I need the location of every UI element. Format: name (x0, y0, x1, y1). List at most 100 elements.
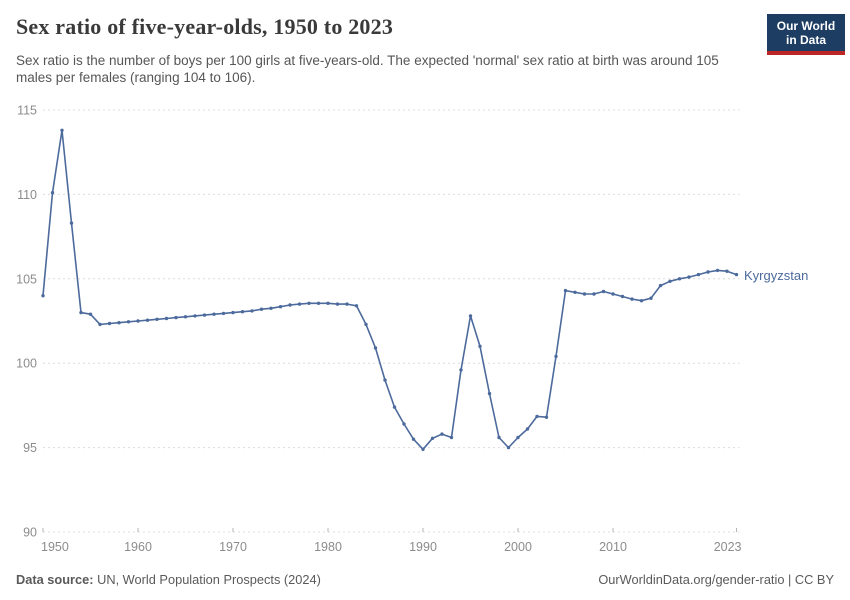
data-point[interactable] (430, 436, 435, 440)
data-point[interactable] (107, 321, 112, 326)
data-point[interactable] (440, 432, 444, 436)
data-point[interactable] (601, 289, 606, 294)
y-tick-label: 95 (23, 441, 37, 455)
data-point[interactable] (459, 368, 463, 372)
owid-logo-line2: in Data (785, 33, 826, 47)
owid-logo[interactable]: Our World in Data (767, 14, 845, 55)
data-point[interactable] (392, 405, 397, 409)
data-point[interactable] (525, 427, 530, 431)
data-point[interactable] (193, 314, 197, 318)
attribution-link[interactable]: OurWorldinData.org/gender-ratio | CC BY (598, 572, 834, 587)
gridlines (43, 109, 740, 533)
data-point[interactable] (269, 306, 273, 310)
data-point[interactable] (316, 301, 321, 305)
data-point[interactable] (326, 301, 330, 305)
data-source-value: UN, World Population Prospects (2024) (93, 572, 321, 587)
data-point[interactable] (592, 292, 596, 296)
data-point[interactable] (468, 314, 473, 318)
x-tick-label: 2000 (504, 540, 532, 554)
data-point[interactable] (449, 435, 454, 440)
data-point[interactable] (88, 312, 93, 316)
data-point[interactable] (639, 299, 644, 303)
data-point[interactable] (240, 310, 245, 314)
data-source-label: Data source: (16, 572, 94, 587)
data-point[interactable] (715, 268, 720, 273)
data-point[interactable] (411, 437, 416, 441)
series-line-kyrgyzstan[interactable] (42, 129, 738, 451)
data-point[interactable] (687, 275, 691, 279)
data-point[interactable] (174, 315, 178, 320)
data-point[interactable] (630, 297, 634, 301)
x-tick-label: 2010 (599, 540, 627, 554)
data-point[interactable] (668, 279, 672, 283)
data-point[interactable] (136, 319, 140, 323)
data-point[interactable] (725, 269, 729, 273)
x-tick-label: 1980 (314, 540, 342, 554)
data-point[interactable] (554, 354, 558, 359)
data-point[interactable] (50, 191, 55, 195)
data-point[interactable] (345, 302, 349, 306)
data-point[interactable] (183, 315, 188, 319)
data-point[interactable] (278, 305, 283, 309)
data-point[interactable] (734, 272, 739, 277)
data-point[interactable] (354, 304, 359, 308)
data-point[interactable] (335, 302, 340, 306)
data-point[interactable] (582, 292, 587, 296)
data-point[interactable] (649, 296, 653, 300)
data-point[interactable] (164, 316, 169, 321)
data-point[interactable] (41, 294, 45, 298)
entity-label[interactable]: Kyrgyzstan (744, 268, 808, 283)
data-point[interactable] (126, 320, 131, 324)
data-point[interactable] (497, 435, 501, 440)
data-point[interactable] (145, 318, 150, 322)
data-point[interactable] (677, 277, 682, 281)
y-tick-label: 110 (17, 188, 37, 202)
data-point[interactable] (535, 414, 539, 419)
data-source: Data source: UN, World Population Prospe… (16, 572, 321, 587)
data-point[interactable] (250, 309, 254, 313)
data-point[interactable] (288, 303, 292, 307)
data-point[interactable] (478, 344, 482, 348)
data-point[interactable] (506, 445, 511, 450)
data-point[interactable] (516, 435, 520, 440)
data-point[interactable] (202, 313, 207, 317)
data-point[interactable] (658, 283, 663, 288)
data-point[interactable] (212, 312, 216, 316)
data-point[interactable] (98, 322, 102, 327)
data-point[interactable] (563, 288, 568, 293)
chart-title: Sex ratio of five-year-olds, 1950 to 202… (16, 14, 394, 39)
chart-subtitle: Sex ratio is the number of boys per 100 … (16, 53, 719, 85)
y-tick-label: 100 (16, 357, 37, 371)
data-point[interactable] (696, 272, 701, 277)
data-point[interactable] (60, 128, 64, 132)
data-point[interactable] (259, 307, 264, 311)
data-point[interactable] (620, 294, 625, 299)
y-tick-label: 105 (16, 272, 37, 286)
data-point[interactable] (221, 311, 226, 316)
data-point[interactable] (117, 321, 121, 325)
data-point[interactable] (155, 317, 159, 321)
data-point[interactable] (573, 290, 577, 294)
y-axis-labels: 90 95 100 105 110 115 (16, 104, 37, 540)
data-point[interactable] (373, 346, 378, 350)
data-point[interactable] (364, 322, 368, 327)
data-point[interactable] (611, 292, 615, 296)
data-point[interactable] (79, 310, 83, 315)
data-point[interactable] (231, 310, 235, 315)
data-point[interactable] (402, 422, 406, 426)
x-tick-label: 1970 (219, 540, 247, 554)
data-point[interactable] (544, 415, 549, 419)
data-point[interactable] (487, 391, 492, 396)
data-point[interactable] (297, 302, 302, 306)
x-tick-label: 1950 (41, 540, 69, 554)
data-point[interactable] (706, 270, 710, 274)
data-point[interactable] (421, 447, 425, 451)
data-point[interactable] (307, 301, 311, 305)
data-points[interactable] (41, 128, 739, 451)
data-point[interactable] (383, 378, 387, 382)
x-tick-label: 2023 (714, 540, 742, 554)
y-tick-label: 90 (23, 526, 37, 540)
data-point[interactable] (69, 221, 74, 225)
